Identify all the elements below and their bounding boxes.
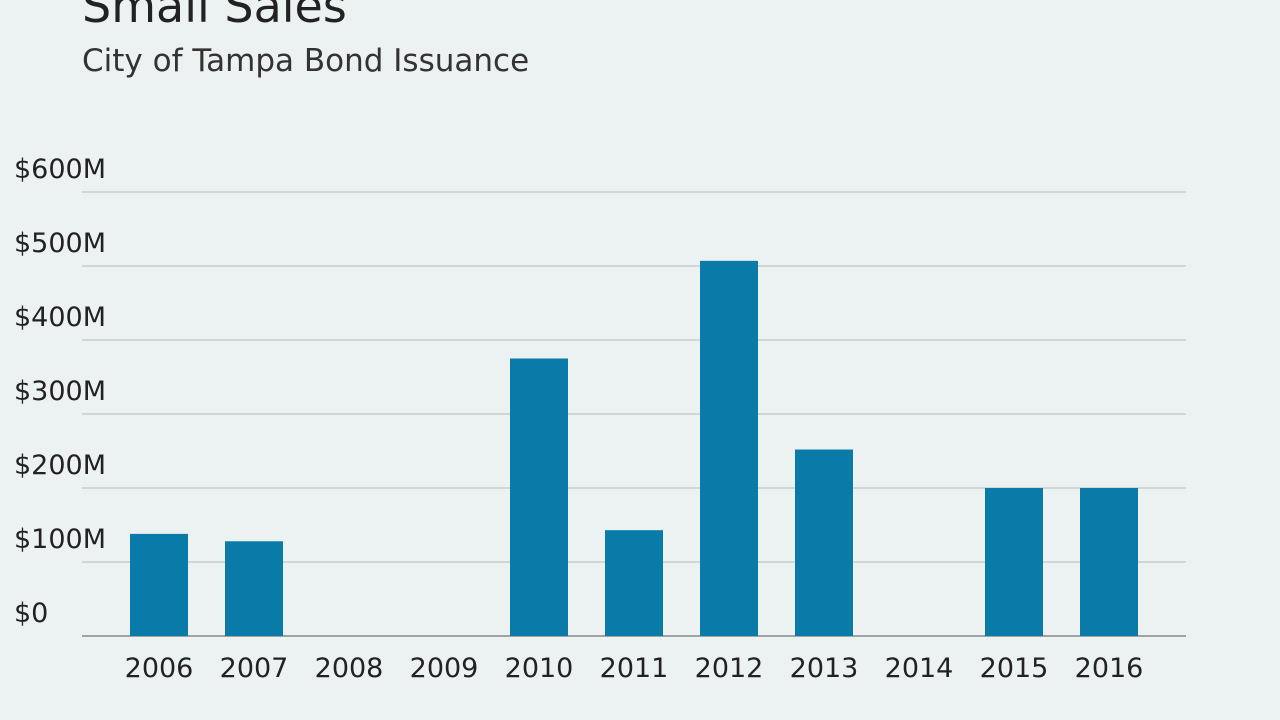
x-tick-label: 2010 bbox=[505, 653, 574, 684]
x-tick-label: 2007 bbox=[220, 653, 289, 684]
y-tick-label: $600M bbox=[14, 154, 106, 185]
x-tick-label: 2008 bbox=[315, 653, 384, 684]
x-tick-label: 2012 bbox=[695, 653, 764, 684]
y-tick-label: $200M bbox=[14, 450, 106, 481]
x-tick-label: 2006 bbox=[125, 653, 194, 684]
bar bbox=[795, 449, 853, 636]
x-tick-label: 2014 bbox=[885, 653, 954, 684]
bar bbox=[605, 530, 663, 636]
x-tick-label: 2015 bbox=[980, 653, 1049, 684]
x-axis-ticks: 2006 2007 2008 2009 2010 2011 2012 2013 2014 2015… bbox=[125, 653, 1144, 684]
bar bbox=[700, 260, 758, 636]
y-tick-label: $500M bbox=[14, 228, 106, 259]
chart-title: Small Sales bbox=[82, 0, 347, 33]
x-tick-label: 2016 bbox=[1075, 653, 1144, 684]
bar bbox=[510, 358, 568, 636]
y-tick-label: $0 bbox=[14, 598, 48, 629]
x-tick-label: 2009 bbox=[410, 653, 479, 684]
bar bbox=[225, 541, 283, 636]
y-tick-label: $400M bbox=[14, 302, 106, 333]
y-axis-ticks: $0 $100M $200M $300M $400M $500M $600M bbox=[14, 154, 106, 629]
y-tick-label: $100M bbox=[14, 524, 106, 555]
bar bbox=[985, 488, 1043, 636]
bar bbox=[130, 533, 188, 636]
bars bbox=[130, 260, 1138, 636]
y-tick-label: $300M bbox=[14, 376, 106, 407]
chart-subtitle: City of Tampa Bond Issuance bbox=[82, 43, 530, 79]
bar bbox=[1080, 488, 1138, 636]
x-tick-label: 2011 bbox=[600, 653, 669, 684]
x-tick-label: 2013 bbox=[790, 653, 859, 684]
